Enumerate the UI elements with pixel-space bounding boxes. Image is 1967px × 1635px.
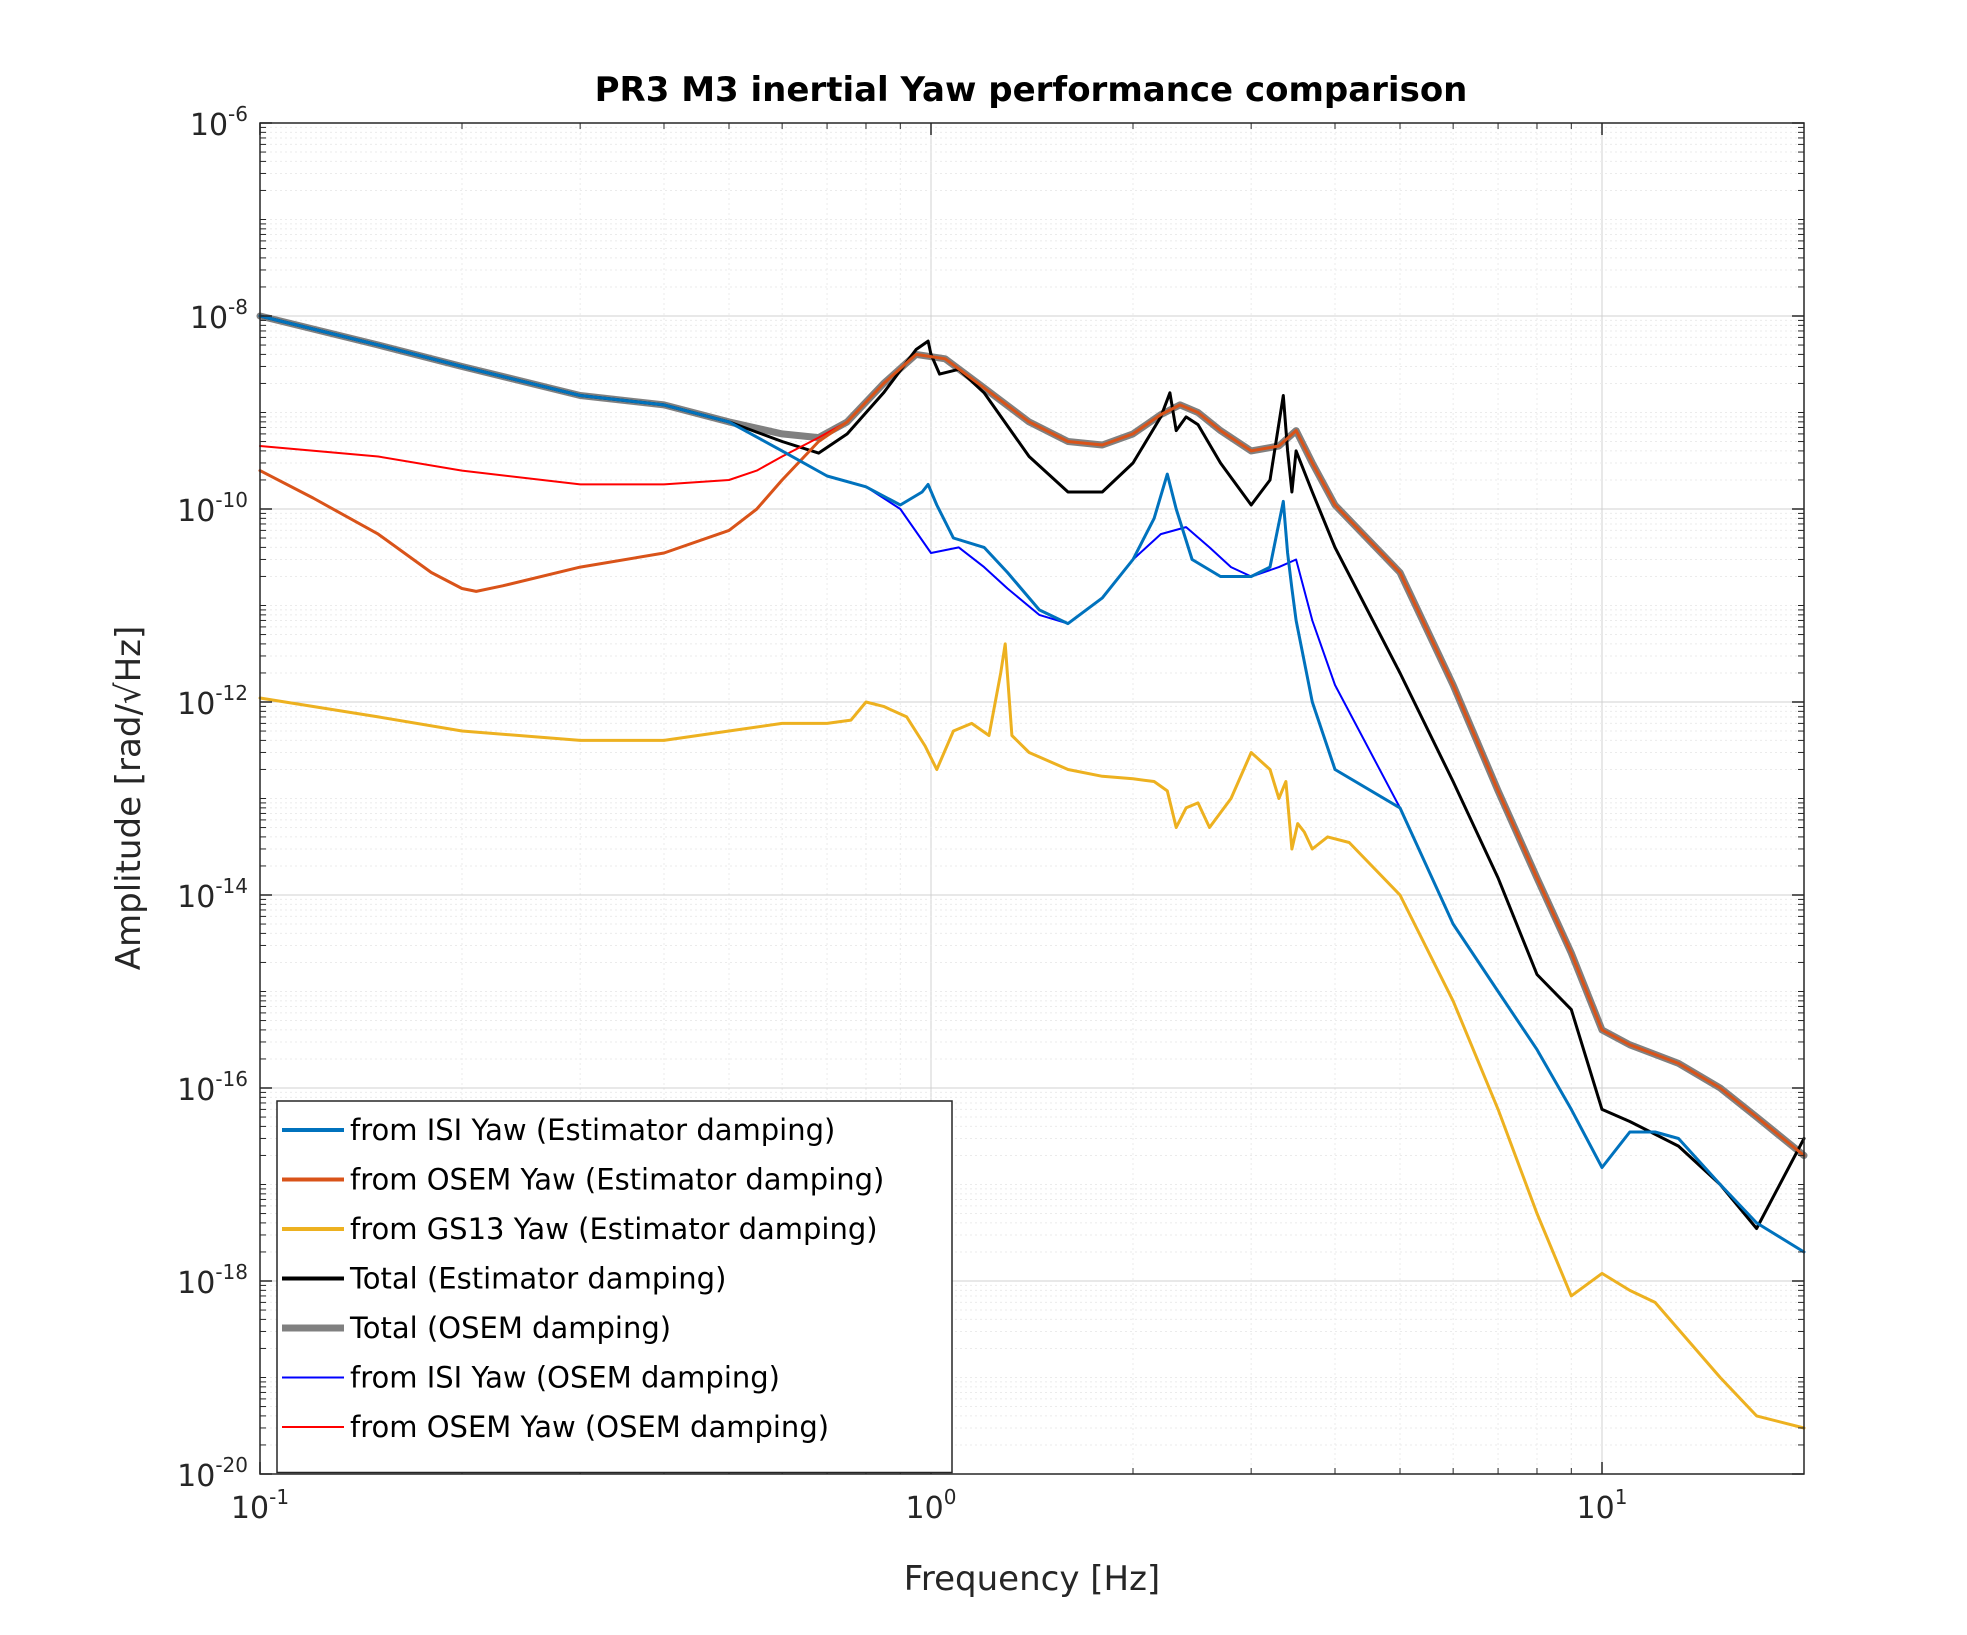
series-line-from-isi-yaw-estimator-damping — [258, 314, 1806, 1254]
x-axis-label: Frequency [Hz] — [904, 1559, 1160, 1599]
legend-label: from ISI Yaw (OSEM damping) — [350, 1361, 780, 1395]
y-tick-label: 10-12 — [177, 681, 248, 722]
y-tick-label: 10-6 — [190, 102, 248, 143]
y-tick-label: 10-10 — [177, 488, 248, 529]
x-tick-label: 101 — [1577, 1485, 1628, 1526]
legend-label: from OSEM Yaw (OSEM damping) — [350, 1410, 829, 1444]
y-tick-label: 10-16 — [177, 1067, 248, 1108]
series-line-total-estimator-damping — [258, 314, 1806, 1230]
y-tick-label: 10-20 — [177, 1453, 248, 1494]
legend-label: from OSEM Yaw (Estimator damping) — [350, 1163, 884, 1197]
legend-box — [276, 1100, 953, 1474]
tick-layer: 10-1 100 101 10-6 10-8 10-10 10-12 10-14 10-16 10… — [177, 102, 1805, 1526]
series-layer — [256, 312, 1808, 1430]
y-tick-label: 10-18 — [177, 1260, 248, 1301]
legend: from ISI Yaw (Estimator damping) from OSE… — [276, 1100, 953, 1474]
grid-layer — [259, 123, 1805, 1475]
x-tick-label: 10-1 — [231, 1485, 289, 1526]
legend-label: from ISI Yaw (Estimator damping) — [350, 1113, 835, 1147]
x-tick-label: 100 — [906, 1485, 957, 1526]
legend-label: Total (OSEM damping) — [349, 1311, 671, 1345]
y-tick-label: 10-14 — [177, 874, 248, 915]
chart-title: PR3 M3 inertial Yaw performance comparis… — [595, 70, 1468, 110]
series-line-from-gs13-yaw-estimator-damping — [258, 642, 1806, 1430]
y-tick-label: 10-8 — [190, 295, 248, 336]
y-axis-label: Amplitude [rad/√Hz] — [109, 626, 149, 971]
series-line-from-osem-yaw-estimator-damping — [258, 352, 1806, 1157]
legend-label: from GS13 Yaw (Estimator damping) — [350, 1212, 878, 1246]
legend-label: Total (Estimator damping) — [349, 1262, 726, 1296]
